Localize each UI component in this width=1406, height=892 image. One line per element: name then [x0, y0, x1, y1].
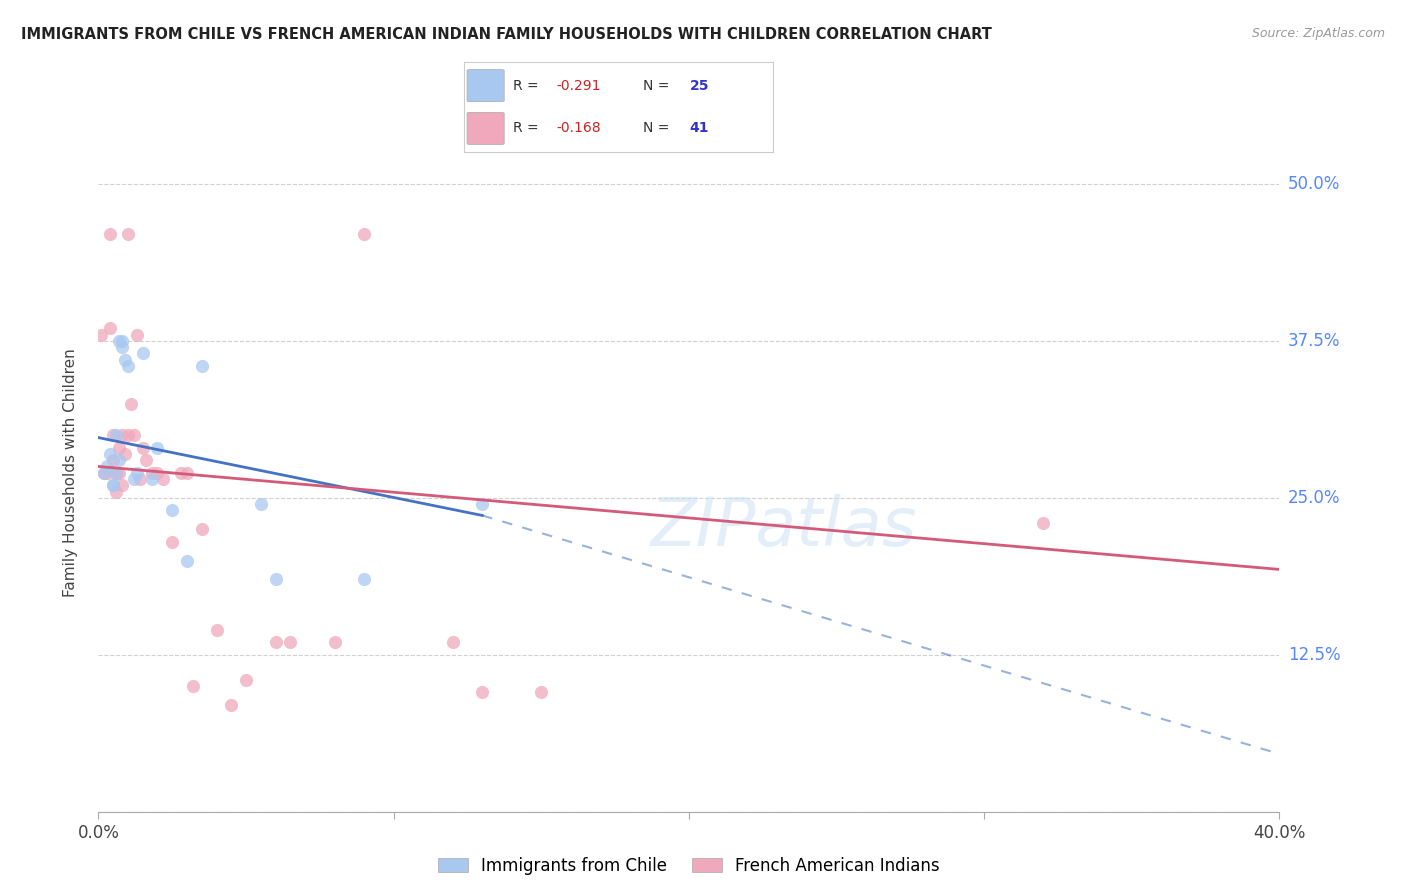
Point [141, 472, 163, 486]
Point [170, 466, 193, 480]
Point [117, 359, 139, 373]
Point [105, 466, 128, 480]
Point [132, 346, 155, 360]
Point [117, 227, 139, 242]
Point [96, 459, 118, 474]
Point [96, 466, 118, 480]
Text: 37.5%: 37.5% [1288, 332, 1340, 350]
Point [114, 352, 136, 367]
Point [105, 466, 128, 480]
Text: 12.5%: 12.5% [1288, 646, 1340, 664]
Text: R =: R = [513, 78, 544, 93]
Point [191, 522, 214, 536]
Text: 25: 25 [690, 78, 709, 93]
Point [103, 428, 125, 442]
Point [278, 635, 302, 649]
Point [135, 453, 157, 467]
Text: 25.0%: 25.0% [1288, 489, 1340, 507]
Text: -0.291: -0.291 [557, 78, 602, 93]
Point [111, 340, 134, 354]
Point [264, 573, 287, 587]
Point [191, 359, 214, 373]
Point [122, 472, 145, 486]
Point [152, 472, 174, 486]
Point [111, 478, 134, 492]
Point [117, 428, 139, 442]
Point [98, 447, 121, 461]
Point [323, 635, 346, 649]
Point [250, 497, 273, 511]
Point [108, 441, 131, 455]
Point [176, 554, 198, 568]
Point [98, 321, 121, 335]
Point [353, 573, 375, 587]
Point [93, 466, 115, 480]
Point [1032, 516, 1054, 530]
Point [471, 685, 494, 699]
Point [146, 441, 169, 455]
Point [128, 472, 150, 486]
Legend: Immigrants from Chile, French American Indians: Immigrants from Chile, French American I… [432, 850, 946, 881]
Text: R =: R = [513, 121, 544, 136]
Point [176, 466, 198, 480]
Point [103, 478, 125, 492]
Point [353, 227, 375, 242]
Point [111, 334, 134, 348]
Point [105, 484, 128, 499]
Point [162, 534, 183, 549]
Point [125, 327, 148, 342]
Point [114, 447, 136, 461]
Point [93, 466, 115, 480]
Point [125, 466, 148, 480]
Point [441, 635, 464, 649]
Text: N =: N = [644, 78, 673, 93]
Point [219, 698, 242, 712]
Point [108, 453, 131, 467]
FancyBboxPatch shape [467, 112, 505, 145]
Point [471, 497, 494, 511]
Text: IMMIGRANTS FROM CHILE VS FRENCH AMERICAN INDIAN FAMILY HOUSEHOLDS WITH CHILDREN : IMMIGRANTS FROM CHILE VS FRENCH AMERICAN… [21, 27, 993, 42]
Point [264, 635, 287, 649]
Point [162, 503, 183, 517]
Point [181, 679, 204, 693]
Point [205, 623, 228, 637]
Point [108, 334, 131, 348]
Text: 41: 41 [690, 121, 709, 136]
Point [120, 397, 142, 411]
Point [103, 453, 125, 467]
Point [98, 227, 121, 242]
Point [103, 478, 125, 492]
Text: 50.0%: 50.0% [1288, 175, 1340, 193]
Point [235, 673, 257, 687]
FancyBboxPatch shape [467, 70, 505, 102]
Point [146, 466, 169, 480]
Point [530, 685, 553, 699]
Point [122, 428, 145, 442]
Text: N =: N = [644, 121, 673, 136]
Text: ZIPatlas: ZIPatlas [650, 494, 917, 560]
Point [141, 466, 163, 480]
Point [108, 466, 131, 480]
Y-axis label: Family Households with Children: Family Households with Children [63, 349, 77, 597]
Text: -0.168: -0.168 [557, 121, 602, 136]
Point [132, 441, 155, 455]
Point [90, 327, 112, 342]
Point [111, 428, 134, 442]
Point [105, 428, 128, 442]
Text: Source: ZipAtlas.com: Source: ZipAtlas.com [1251, 27, 1385, 40]
